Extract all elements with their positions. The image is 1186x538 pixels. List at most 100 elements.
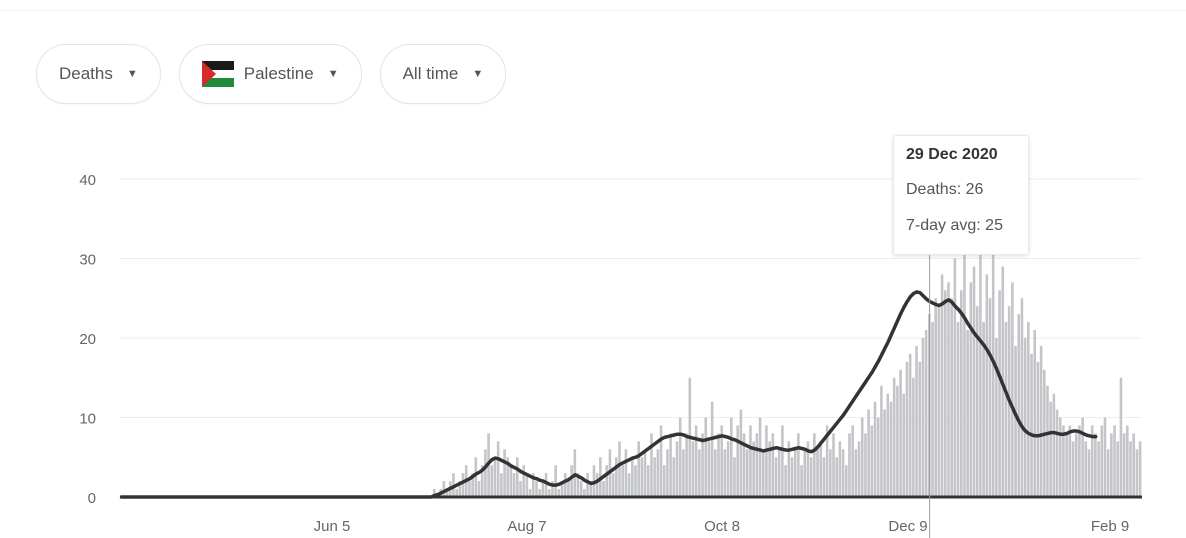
- bar: [854, 449, 858, 497]
- bar: [698, 449, 701, 497]
- bar: [563, 473, 567, 497]
- bar: [825, 425, 829, 497]
- bar: [768, 441, 771, 497]
- filter-controls: Deaths ▼ Palestine ▼ All time ▼: [36, 44, 507, 104]
- bar: [787, 441, 791, 497]
- bar: [966, 330, 969, 497]
- bar: [1023, 338, 1027, 497]
- bar: [924, 330, 928, 497]
- bar: [813, 433, 816, 497]
- bar: [624, 449, 628, 497]
- timerange-label: All time: [402, 64, 459, 83]
- bar: [666, 449, 669, 497]
- bar: [1039, 345, 1043, 497]
- bar: [509, 465, 513, 497]
- bar: [771, 433, 775, 497]
- bar: [602, 481, 605, 497]
- bar: [547, 489, 551, 497]
- bar: [745, 449, 749, 497]
- bar: [905, 361, 909, 497]
- x-tick-label: Dec 9: [888, 518, 927, 535]
- caret-down-icon: ▼: [472, 68, 484, 80]
- bar: [490, 465, 494, 497]
- bar: [800, 465, 803, 497]
- bar: [730, 417, 733, 497]
- tooltip-deaths-label: Deaths:: [906, 181, 962, 198]
- bar: [1081, 417, 1084, 497]
- bar: [1113, 425, 1116, 497]
- bar: [1090, 425, 1094, 497]
- bar: [723, 449, 727, 497]
- bar: [1084, 441, 1088, 497]
- timerange-dropdown[interactable]: All time ▼: [379, 44, 507, 104]
- bar: [1011, 282, 1014, 497]
- bar: [484, 449, 487, 497]
- x-tick-label: Oct 8: [704, 518, 740, 535]
- bar: [646, 465, 650, 497]
- bar: [551, 481, 554, 497]
- bar: [1126, 425, 1129, 497]
- bar: [947, 282, 950, 497]
- bar: [455, 489, 458, 497]
- y-tick-label: 10: [79, 411, 96, 428]
- bar: [857, 441, 861, 497]
- bar: [1071, 441, 1075, 497]
- bar: [506, 457, 510, 497]
- bar: [873, 401, 877, 497]
- bar: [995, 338, 998, 497]
- bar: [1138, 441, 1142, 497]
- top-divider: [0, 10, 1186, 11]
- y-tick-label: 30: [79, 252, 96, 269]
- bar: [650, 433, 653, 497]
- y-tick-label: 0: [88, 490, 96, 507]
- metric-dropdown[interactable]: Deaths ▼: [36, 44, 161, 104]
- bar: [876, 417, 880, 497]
- location-dropdown[interactable]: Palestine ▼: [178, 44, 362, 104]
- bar: [1036, 361, 1040, 497]
- bar: [471, 473, 474, 497]
- bar: [844, 465, 848, 497]
- bar: [1065, 433, 1068, 497]
- bar: [931, 322, 934, 497]
- bar: [522, 465, 526, 497]
- bar: [1119, 377, 1123, 497]
- bar: [1122, 433, 1126, 497]
- bar: [781, 425, 784, 497]
- bar: [535, 481, 538, 497]
- tooltip-deaths: Deaths: 26: [906, 172, 1016, 208]
- bar: [1055, 409, 1059, 497]
- bar: [643, 449, 647, 497]
- palestine-flag-icon: [201, 61, 234, 87]
- bar: [707, 441, 711, 497]
- bar: [541, 481, 545, 497]
- bar: [982, 322, 985, 497]
- bar: [669, 433, 672, 497]
- bar: [701, 433, 704, 497]
- bar: [519, 481, 522, 497]
- bar: [474, 457, 478, 497]
- bar: [969, 282, 973, 497]
- caret-down-icon: ▼: [327, 68, 339, 80]
- bar: [793, 449, 797, 497]
- bar: [560, 481, 564, 497]
- bar: [595, 473, 599, 497]
- bar: [1046, 385, 1049, 497]
- bar: [531, 473, 535, 497]
- bar: [1074, 433, 1078, 497]
- bar: [733, 457, 736, 497]
- bar: [774, 457, 778, 497]
- bar: [908, 353, 912, 497]
- bar: [516, 457, 519, 497]
- bar: [1049, 401, 1052, 497]
- bar: [458, 481, 462, 497]
- bar: [678, 417, 682, 497]
- bar: [1030, 353, 1033, 497]
- bar: [886, 393, 890, 497]
- tooltip-average-label: 7-day avg:: [906, 217, 981, 234]
- bar: [1017, 314, 1021, 497]
- bar: [1116, 441, 1120, 497]
- bar: [934, 298, 937, 497]
- bar: [979, 250, 982, 497]
- bar: [880, 385, 883, 497]
